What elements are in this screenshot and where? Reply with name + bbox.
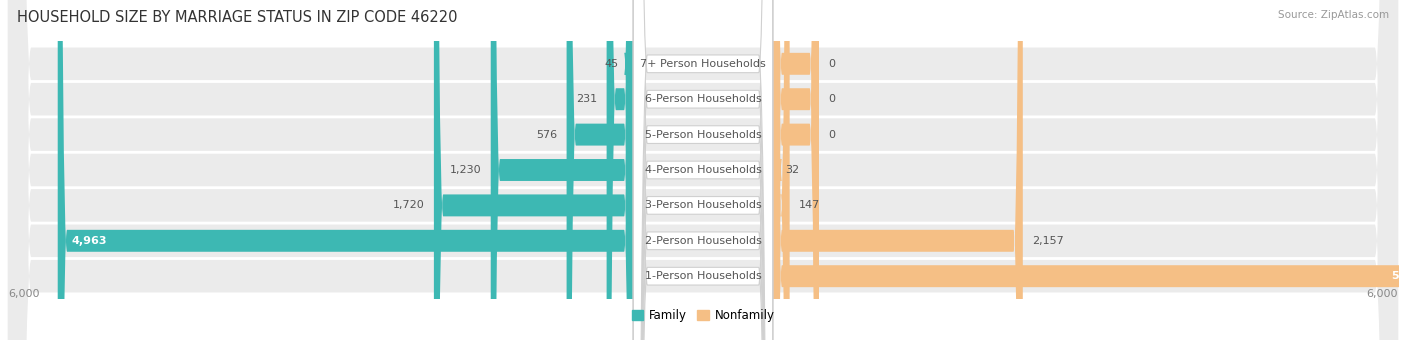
- FancyBboxPatch shape: [606, 0, 633, 340]
- FancyBboxPatch shape: [491, 0, 633, 340]
- Text: 32: 32: [786, 165, 800, 175]
- Text: 1-Person Households: 1-Person Households: [644, 271, 762, 281]
- FancyBboxPatch shape: [567, 0, 633, 340]
- FancyBboxPatch shape: [773, 0, 818, 340]
- FancyBboxPatch shape: [58, 0, 633, 340]
- FancyBboxPatch shape: [773, 0, 818, 340]
- FancyBboxPatch shape: [8, 0, 1398, 340]
- FancyBboxPatch shape: [624, 0, 637, 340]
- FancyBboxPatch shape: [8, 0, 1398, 340]
- FancyBboxPatch shape: [768, 0, 782, 340]
- FancyBboxPatch shape: [633, 0, 773, 340]
- Text: 231: 231: [576, 94, 598, 104]
- FancyBboxPatch shape: [8, 0, 1398, 340]
- Text: 6-Person Households: 6-Person Households: [644, 94, 762, 104]
- Text: 0: 0: [828, 94, 835, 104]
- Text: 4,963: 4,963: [72, 236, 107, 246]
- FancyBboxPatch shape: [773, 0, 1022, 340]
- Text: 5,760: 5,760: [1392, 271, 1406, 281]
- FancyBboxPatch shape: [633, 0, 773, 340]
- FancyBboxPatch shape: [434, 0, 633, 340]
- Text: HOUSEHOLD SIZE BY MARRIAGE STATUS IN ZIP CODE 46220: HOUSEHOLD SIZE BY MARRIAGE STATUS IN ZIP…: [17, 10, 457, 25]
- Text: 3-Person Households: 3-Person Households: [644, 200, 762, 210]
- FancyBboxPatch shape: [633, 0, 773, 340]
- FancyBboxPatch shape: [773, 0, 1406, 340]
- FancyBboxPatch shape: [773, 0, 790, 340]
- Text: 147: 147: [799, 200, 820, 210]
- Text: 7+ Person Households: 7+ Person Households: [640, 59, 766, 69]
- FancyBboxPatch shape: [633, 0, 773, 340]
- Text: 0: 0: [828, 59, 835, 69]
- FancyBboxPatch shape: [633, 0, 773, 340]
- Text: 2,157: 2,157: [1032, 236, 1064, 246]
- Text: 6,000: 6,000: [8, 289, 39, 299]
- Text: 5-Person Households: 5-Person Households: [644, 130, 762, 140]
- FancyBboxPatch shape: [633, 0, 773, 340]
- Legend: Family, Nonfamily: Family, Nonfamily: [627, 304, 779, 327]
- FancyBboxPatch shape: [8, 0, 1398, 340]
- FancyBboxPatch shape: [773, 0, 818, 340]
- Text: 576: 576: [536, 130, 557, 140]
- Text: 0: 0: [828, 130, 835, 140]
- FancyBboxPatch shape: [8, 0, 1398, 340]
- FancyBboxPatch shape: [8, 0, 1398, 340]
- FancyBboxPatch shape: [8, 0, 1398, 340]
- Text: 1,720: 1,720: [392, 200, 425, 210]
- Text: 4-Person Households: 4-Person Households: [644, 165, 762, 175]
- Text: 45: 45: [605, 59, 619, 69]
- Text: 6,000: 6,000: [1367, 289, 1398, 299]
- Text: 1,230: 1,230: [450, 165, 481, 175]
- Text: 2-Person Households: 2-Person Households: [644, 236, 762, 246]
- FancyBboxPatch shape: [633, 0, 773, 340]
- Text: Source: ZipAtlas.com: Source: ZipAtlas.com: [1278, 10, 1389, 20]
